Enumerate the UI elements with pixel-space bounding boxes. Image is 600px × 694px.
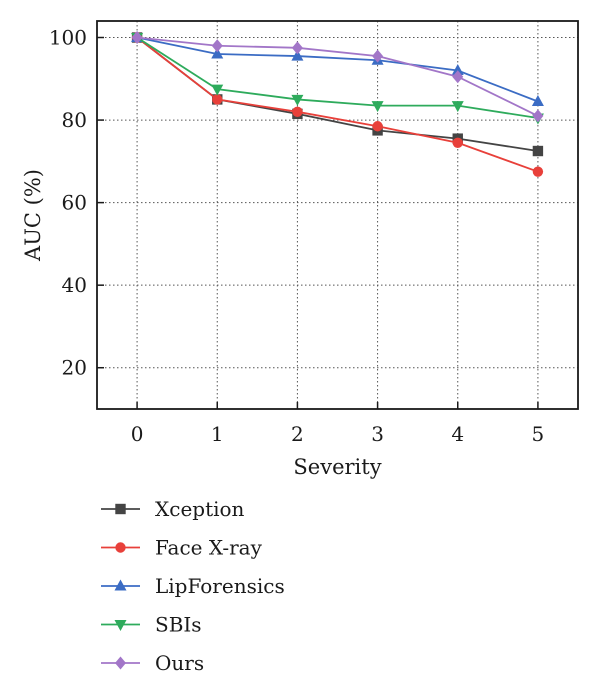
y-tick-label: 100 [49, 26, 87, 50]
series-ours [131, 31, 544, 123]
data-point-xception [532, 145, 544, 157]
legend-item-face-x-ray: Face X-ray [101, 536, 263, 560]
legend-item-ours: Ours [101, 651, 204, 675]
data-point-sbis [211, 84, 224, 96]
series-line-sbis [136, 36, 539, 119]
data-point-ours [452, 70, 464, 84]
series-line-lipforensics [136, 36, 539, 103]
y-tick-label: 20 [62, 356, 87, 380]
y-tick-label: 60 [62, 191, 87, 215]
series-line-face-x-ray [136, 36, 539, 173]
series-line-ours [136, 36, 539, 117]
plot-frame [96, 20, 579, 410]
data-point-ours [372, 49, 384, 63]
legend-item-sbis: SBIs [101, 613, 202, 637]
x-tick-label: 0 [131, 422, 144, 446]
y-tick-label: 80 [62, 108, 87, 132]
legend-label: SBIs [155, 613, 202, 637]
y-axis-label: AUC (%) [21, 169, 45, 262]
data-point-ours [211, 39, 223, 53]
x-tick-label: 1 [211, 422, 224, 446]
legend: Xception Face X-ray LipForensics SBIs Ours [101, 497, 285, 675]
series-sbis [131, 33, 544, 125]
series-lines [131, 31, 544, 177]
series-lipforensics [131, 31, 544, 106]
legend-marker-sbis [114, 620, 127, 631]
axis-ticks: 0 1 2 3 4 5 20 40 60 80 100 [49, 26, 544, 446]
x-tick-label: 5 [532, 422, 545, 446]
data-point-sbis [371, 101, 384, 113]
y-tick-label: 40 [62, 273, 87, 297]
series-xception [131, 32, 544, 157]
x-tick-label: 4 [451, 422, 464, 446]
data-point-sbis [291, 94, 304, 106]
x-tick-label: 3 [371, 422, 384, 446]
legend-label: Xception [155, 497, 245, 521]
x-tick-label: 2 [291, 422, 304, 446]
data-point-lipforensics [211, 47, 224, 59]
legend-marker-ours [115, 656, 126, 670]
legend-item-lipforensics: LipForensics [101, 574, 285, 598]
data-point-face-x-ray [292, 106, 303, 118]
data-point-ours [291, 41, 303, 55]
data-point-ours [532, 109, 544, 123]
grid [97, 21, 578, 409]
data-point-lipforensics [531, 94, 544, 106]
data-point-face-x-ray [372, 121, 383, 132]
data-point-face-x-ray [212, 94, 223, 105]
data-point-sbis [451, 101, 464, 113]
data-point-ours [131, 31, 143, 45]
series-line-xception [136, 36, 539, 152]
legend-marker-xception [115, 503, 126, 515]
data-point-face-x-ray [452, 137, 463, 148]
data-point-lipforensics [451, 64, 464, 76]
legend-label: Ours [155, 651, 204, 675]
legend-item-xception: Xception [101, 497, 245, 521]
legend-marker-lipforensics [114, 579, 127, 591]
series-face-x-ray [131, 32, 544, 177]
legend-label: LipForensics [155, 574, 285, 598]
legend-label: Face X-ray [155, 536, 263, 560]
x-axis-label: Severity [293, 455, 381, 479]
data-point-face-x-ray [532, 166, 544, 177]
data-point-lipforensics [291, 49, 304, 61]
legend-marker-face-x-ray [115, 542, 126, 553]
